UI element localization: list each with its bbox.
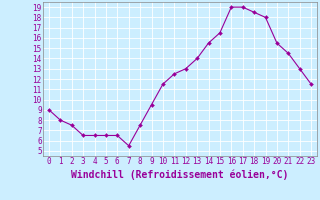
X-axis label: Windchill (Refroidissement éolien,°C): Windchill (Refroidissement éolien,°C) xyxy=(71,169,289,180)
